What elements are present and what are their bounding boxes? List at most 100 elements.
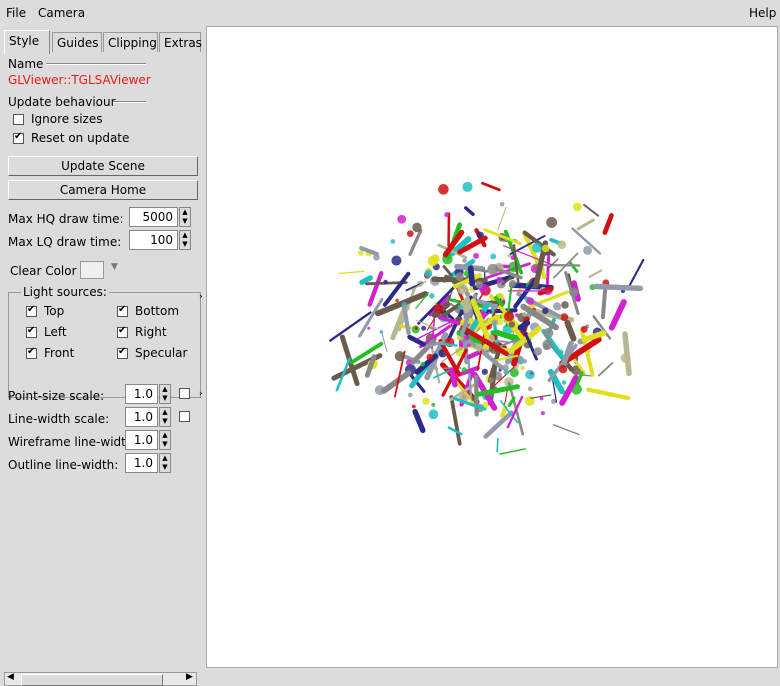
scene-particle (542, 245, 550, 253)
scene-rod (449, 428, 461, 434)
clear-color-swatch[interactable] (80, 261, 104, 279)
scene-particle (434, 304, 443, 313)
scene-rod (471, 268, 472, 284)
outline-input[interactable]: 1.0 (125, 453, 158, 473)
scroll-right-arrow-icon[interactable]: ▶ (186, 672, 193, 682)
gl-viewport[interactable] (206, 26, 778, 668)
line-width-spinner[interactable]: ▲▼ (159, 407, 171, 427)
scene-particle (373, 254, 380, 261)
scene-rod (563, 343, 571, 366)
scene-particle (434, 367, 438, 371)
max-hq-spinner[interactable]: ▲▼ (179, 207, 191, 227)
tab-guides[interactable]: Guides (52, 32, 102, 52)
point-size-input[interactable]: 1.0 (125, 384, 158, 404)
scene-particle (407, 230, 414, 237)
light-specular-checkbox[interactable] (117, 348, 128, 359)
scene-rod (603, 286, 605, 317)
light-specular-label: Specular (135, 346, 187, 360)
scene-canvas[interactable] (207, 27, 778, 668)
scene-rod (500, 449, 525, 454)
scene-particle (473, 253, 479, 259)
scene-particle (475, 281, 483, 289)
max-hq-input[interactable]: 5000 (129, 207, 178, 227)
scene-rod (599, 363, 612, 375)
light-top-label: Top (44, 304, 64, 318)
max-lq-input[interactable]: 100 (129, 230, 178, 250)
wireframe-spinner[interactable]: ▲▼ (159, 430, 171, 450)
light-top-checkbox[interactable] (26, 306, 37, 317)
scene-particle (465, 291, 470, 296)
scene-particle (421, 326, 426, 331)
scene-particle (509, 280, 516, 287)
scroll-thumb[interactable] (21, 674, 163, 686)
scene-particle (438, 184, 449, 195)
scene-rod (588, 390, 628, 398)
scene-particle (395, 299, 398, 302)
side-panel: Style Guides Clipping Extras Name GLView… (0, 24, 205, 670)
horizontal-scrollbar[interactable]: ◀ ▶ (4, 672, 197, 686)
light-left-checkbox[interactable] (26, 327, 37, 338)
menu-bar: File Camera Help (0, 0, 780, 24)
ignore-sizes-checkbox[interactable] (13, 114, 24, 125)
scene-particle (391, 256, 401, 266)
scene-particle (429, 409, 439, 419)
line-width-checkbox[interactable] (179, 411, 190, 422)
camera-home-button[interactable]: Camera Home (8, 180, 198, 200)
scene-particle (424, 270, 432, 278)
reset-on-update-checkbox[interactable] (13, 133, 24, 144)
point-size-spinner[interactable]: ▲▼ (159, 384, 171, 404)
viewer-name: GLViewer::TGLSAViewer (8, 73, 151, 87)
light-bottom-checkbox[interactable] (117, 306, 128, 317)
scene-particle (519, 361, 522, 364)
scene-particle (561, 301, 569, 309)
scene-rod (502, 408, 505, 416)
light-sources-group: Light sources: Top Bottom Left Right Fro… (8, 292, 201, 398)
scene-particle (455, 272, 464, 281)
scene-particle (444, 212, 449, 217)
scene-particle (464, 335, 469, 340)
update-scene-button[interactable]: Update Scene (8, 156, 198, 176)
scene-particle (383, 280, 388, 285)
scene-particle (408, 393, 413, 398)
scene-rod (404, 307, 409, 333)
max-hq-label: Max HQ draw time: (8, 212, 124, 226)
clear-color-label: Clear Color (10, 264, 77, 278)
scene-particle (412, 223, 421, 232)
scene-rod (612, 302, 624, 328)
light-right-checkbox[interactable] (117, 327, 128, 338)
tab-clipping[interactable]: Clipping (103, 32, 158, 52)
light-front-checkbox[interactable] (26, 348, 37, 359)
tab-style[interactable]: Style (4, 30, 50, 54)
scene-rod (509, 398, 514, 405)
outline-spinner[interactable]: ▲▼ (159, 453, 171, 473)
scene-particle (395, 351, 405, 361)
scene-rod (483, 183, 500, 190)
scene-particle (532, 243, 542, 253)
chevron-down-icon[interactable]: ▼ (111, 262, 118, 272)
scene-rod (466, 208, 473, 214)
scroll-left-arrow-icon[interactable]: ◀ (7, 672, 14, 682)
line-width-label: Line-width scale: (8, 412, 109, 426)
max-lq-label: Max LQ draw time: (8, 235, 121, 249)
point-size-checkbox[interactable] (179, 388, 190, 399)
scene-rod (415, 412, 423, 431)
scene-particle (500, 202, 505, 207)
menu-camera[interactable]: Camera (38, 6, 85, 20)
line-width-input[interactable]: 1.0 (125, 407, 158, 427)
menu-help[interactable]: Help (749, 6, 776, 20)
reset-on-update-label: Reset on update (31, 131, 129, 145)
scene-rod (578, 220, 593, 229)
scene-particle (542, 308, 548, 314)
scene-rod (485, 230, 521, 244)
menu-file[interactable]: File (6, 6, 26, 20)
scene-particle (504, 311, 514, 321)
wireframe-input[interactable]: 1.0 (125, 430, 158, 450)
scene-particle (543, 328, 553, 338)
scene-particle (518, 356, 523, 361)
tab-extras[interactable]: Extras (159, 32, 201, 52)
scene-particle (553, 302, 561, 310)
scene-particle (528, 387, 533, 392)
scene-rod (381, 330, 387, 351)
scene-particle (530, 372, 533, 375)
max-lq-spinner[interactable]: ▲▼ (179, 230, 191, 250)
